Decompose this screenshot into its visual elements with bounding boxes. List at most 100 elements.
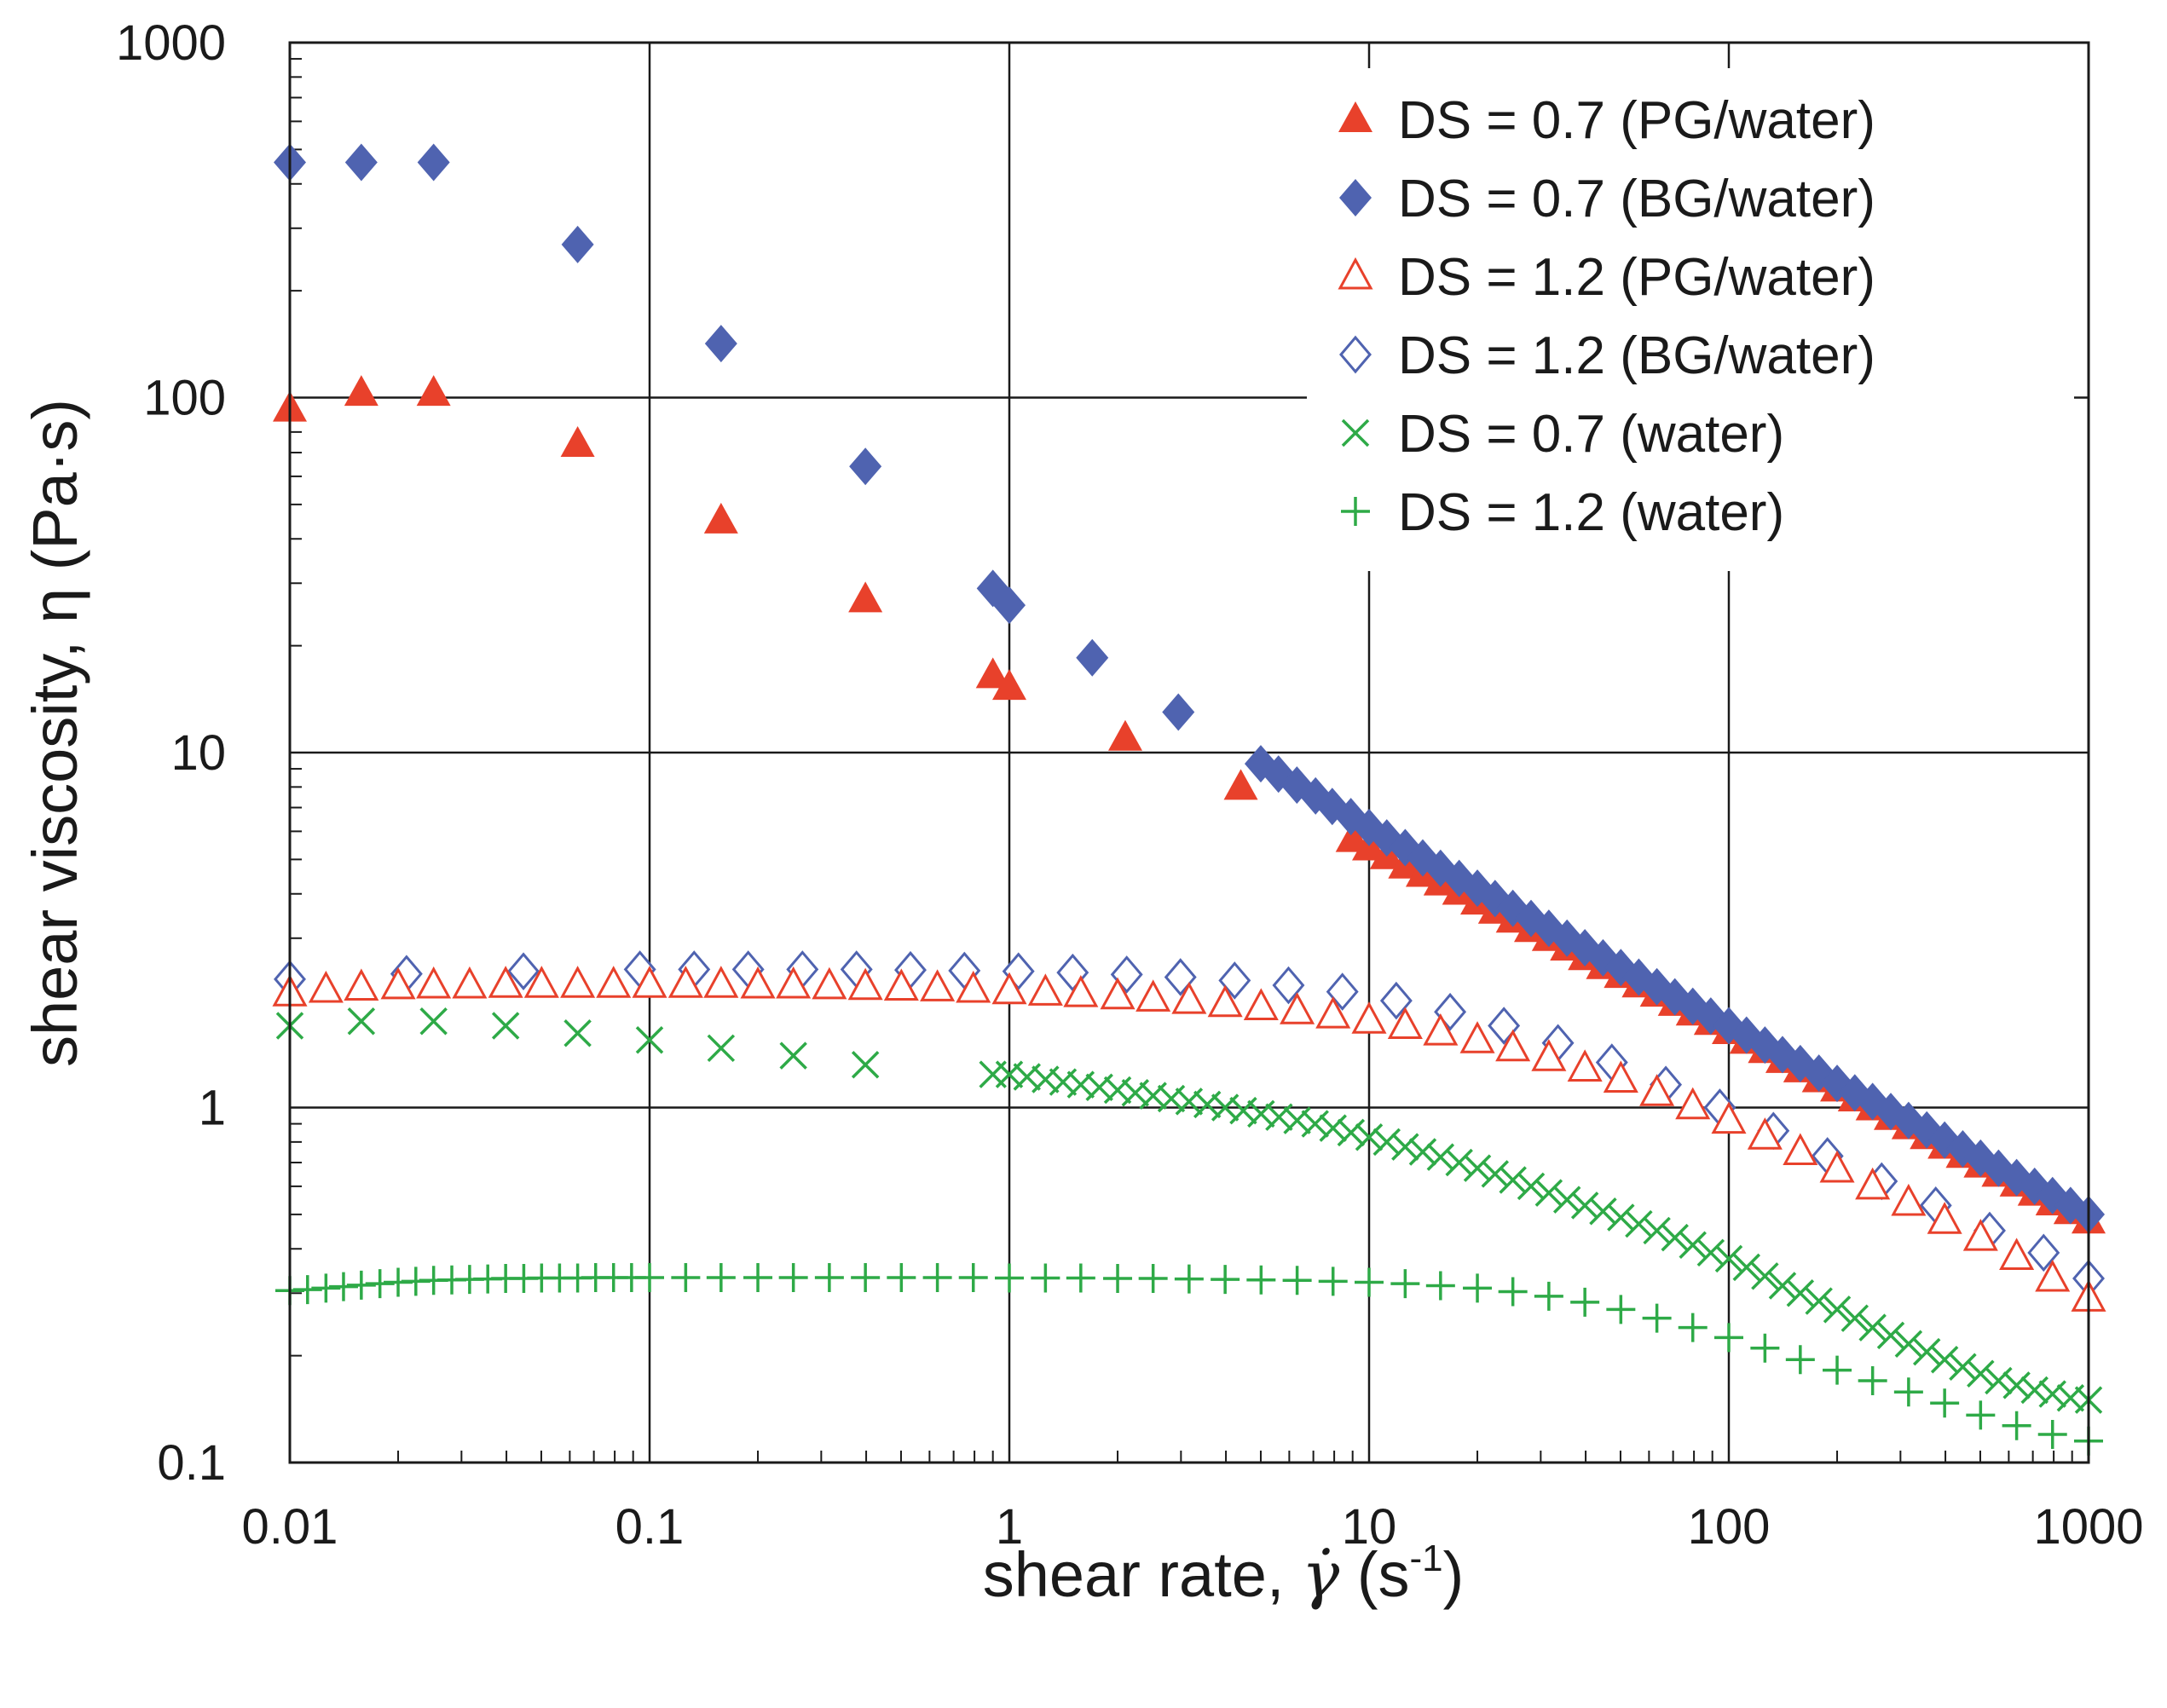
data-point bbox=[743, 1262, 773, 1292]
data-point bbox=[1927, 1202, 1962, 1234]
data-point bbox=[1499, 1166, 1527, 1194]
data-point bbox=[1355, 1123, 1384, 1151]
legend-label: DS = 1.2 (water) bbox=[1398, 483, 1784, 542]
data-point bbox=[2002, 1371, 2031, 1399]
tick-label-layer: 0.01 0.1 1 10 100 1000 0.1 1 10 100 1000 bbox=[116, 15, 2144, 1555]
data-point bbox=[814, 1262, 844, 1292]
data-point bbox=[635, 1262, 664, 1292]
data-point bbox=[1805, 1287, 1833, 1315]
data-point bbox=[1711, 1101, 1747, 1134]
data-point bbox=[1819, 1150, 1855, 1183]
data-point bbox=[1768, 1272, 1797, 1300]
data-point bbox=[1280, 992, 1315, 1024]
y-tick-label: 1 bbox=[199, 1081, 226, 1136]
data-point bbox=[1678, 1313, 1708, 1342]
data-point bbox=[1223, 769, 1258, 800]
y-tick-label: 0.1 bbox=[157, 1435, 226, 1491]
data-point bbox=[1372, 1128, 1401, 1157]
data-point bbox=[1696, 1238, 1725, 1267]
y-tick-label: 1000 bbox=[116, 15, 226, 71]
data-point bbox=[1841, 1304, 1869, 1332]
data-point bbox=[1855, 1167, 1891, 1200]
legend-items: DS = 0.7 (PG/water) DS = 0.7 (BG/water) DS… bbox=[1338, 91, 1875, 542]
x-tick-label: 0.1 bbox=[615, 1499, 685, 1555]
data-point bbox=[1379, 981, 1413, 1020]
data-point bbox=[1157, 1084, 1186, 1113]
data-point bbox=[1136, 979, 1171, 1012]
data-point bbox=[1732, 1253, 1761, 1282]
data-point bbox=[1642, 1303, 1672, 1333]
data-point bbox=[1301, 1110, 1329, 1138]
data-point bbox=[1967, 1359, 1995, 1388]
x-axis-title-unit-close: ) bbox=[1443, 1539, 1465, 1610]
data-point bbox=[1426, 1143, 1455, 1171]
data-point bbox=[1517, 1172, 1546, 1201]
legend-marker bbox=[1341, 418, 1370, 447]
data-point bbox=[1625, 1209, 1653, 1238]
data-point bbox=[1171, 981, 1207, 1014]
data-point bbox=[778, 1262, 808, 1292]
data-layer bbox=[272, 143, 2106, 1456]
data-point bbox=[1661, 1223, 1689, 1252]
legend-marker bbox=[1338, 257, 1373, 290]
data-point bbox=[1423, 1013, 1459, 1046]
data-point bbox=[703, 966, 739, 998]
data-point bbox=[1786, 1279, 1815, 1307]
data-point bbox=[1243, 988, 1279, 1021]
data-point bbox=[344, 143, 378, 182]
data-point bbox=[1747, 1117, 1783, 1150]
data-point bbox=[1531, 1039, 1567, 1071]
legend-label: DS = 0.7 (water) bbox=[1398, 405, 1784, 464]
data-point bbox=[292, 1275, 322, 1305]
data-point bbox=[1570, 1287, 1600, 1317]
data-point bbox=[851, 1051, 880, 1079]
data-point bbox=[491, 1012, 520, 1040]
data-point bbox=[1408, 1138, 1437, 1166]
data-point bbox=[1218, 961, 1251, 1000]
series-plus bbox=[275, 1262, 2103, 1456]
data-point bbox=[1162, 693, 1195, 731]
data-point bbox=[488, 966, 523, 998]
data-point bbox=[1930, 1388, 1960, 1418]
data-point bbox=[667, 966, 703, 998]
data-point bbox=[779, 1042, 807, 1070]
data-point bbox=[1639, 1074, 1675, 1106]
legend-label: DS = 0.7 (PG/water) bbox=[1398, 91, 1875, 150]
data-point bbox=[1751, 1262, 1779, 1290]
data-point bbox=[883, 968, 919, 1001]
data-point bbox=[1174, 1264, 1204, 1294]
legend-label: DS = 1.2 (PG/water) bbox=[1398, 248, 1875, 307]
data-point bbox=[1076, 638, 1109, 677]
data-point bbox=[1445, 1148, 1473, 1177]
data-point bbox=[671, 1262, 701, 1292]
data-point bbox=[703, 502, 738, 534]
legend-marker bbox=[1339, 179, 1372, 216]
data-point bbox=[887, 1262, 916, 1292]
data-point bbox=[1823, 1355, 1852, 1385]
data-point bbox=[1567, 1049, 1603, 1082]
data-point bbox=[1355, 1267, 1384, 1297]
data-point bbox=[1962, 1219, 1998, 1251]
data-point bbox=[1534, 1179, 1563, 1207]
data-point bbox=[1643, 1216, 1671, 1245]
data-point bbox=[419, 1007, 448, 1036]
x-axis-title-unit-open: (s bbox=[1339, 1539, 1409, 1610]
data-point bbox=[416, 375, 451, 407]
x-tick-label: 1000 bbox=[2033, 1499, 2143, 1555]
data-point bbox=[1265, 1103, 1293, 1131]
plot-frame bbox=[288, 41, 2090, 1464]
y-tick-label: 100 bbox=[143, 371, 226, 426]
data-point bbox=[560, 425, 595, 457]
data-point bbox=[1063, 975, 1099, 1007]
data-point bbox=[417, 143, 450, 182]
data-point bbox=[993, 586, 1026, 625]
data-point bbox=[812, 967, 847, 1000]
data-point bbox=[308, 970, 344, 1003]
data-point bbox=[1391, 1133, 1419, 1161]
data-point bbox=[1498, 1277, 1528, 1307]
data-point bbox=[1318, 1267, 1348, 1296]
data-point bbox=[1714, 1323, 1743, 1353]
data-point bbox=[1463, 1273, 1493, 1303]
data-point bbox=[1351, 1001, 1387, 1034]
legend: DS = 0.7 (PG/water) DS = 0.7 (BG/water) DS… bbox=[1307, 68, 2074, 571]
